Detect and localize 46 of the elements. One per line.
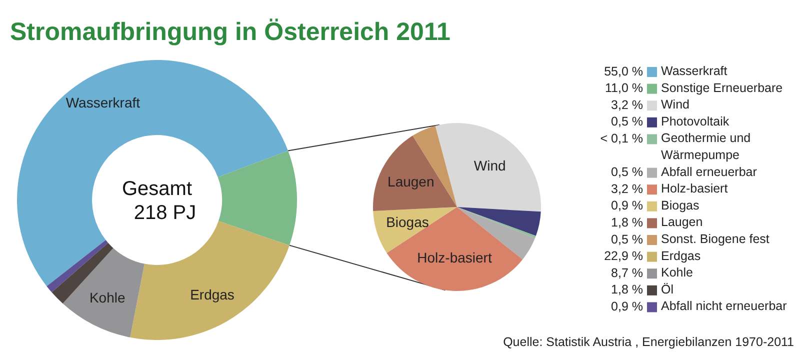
legend-label: Wind: [661, 98, 690, 112]
data-label: 0,9 %: [611, 299, 643, 314]
donut-slice: [46, 240, 108, 292]
donut-slice: [218, 150, 297, 246]
data-label: < 0,1 %: [600, 131, 643, 146]
legend-label: Wasserkraft: [661, 64, 728, 78]
data-label: 0,5 %: [611, 165, 643, 180]
data-label: 0,9 %: [611, 198, 643, 213]
legend-label: Holz-basiert: [661, 182, 728, 196]
data-label: 1,8 %: [611, 282, 643, 297]
legend-label: Abfall erneuerbar: [661, 165, 757, 180]
slice-label: Wind: [474, 157, 506, 174]
data-label: 0,5 %: [611, 114, 643, 129]
data-label: 0,5 %: [611, 232, 643, 246]
data-label: 11,0 %: [605, 81, 643, 96]
data-label: 8,7 %: [611, 266, 643, 280]
pie-slice: [386, 207, 523, 291]
donut-slice: [62, 248, 145, 338]
slice-label: Biogas: [386, 214, 429, 230]
legend-label: Sonst. Biogene fest: [661, 232, 770, 246]
legend-label: Biogas: [661, 198, 700, 213]
legend-label: Abfall nicht erneuerbar: [661, 299, 787, 314]
donut-slice: [130, 221, 290, 340]
text: Gesamt 218 PJ: [122, 178, 196, 224]
legend-label: Laugen: [661, 215, 703, 230]
legend-label: Öl: [661, 282, 674, 297]
slice-label: Holz-basiert: [417, 250, 492, 266]
slice-label: Erdgas: [190, 286, 234, 302]
data-label: 3,2 %: [611, 182, 643, 196]
legend-label: Erdgas: [661, 249, 701, 264]
legend-label: Photovoltaik: [661, 114, 730, 129]
slice-label: Kohle: [89, 289, 126, 306]
pie-slice: [373, 136, 457, 212]
data-label: 55,0 %: [604, 64, 643, 78]
legend-label: Kohle: [661, 266, 694, 280]
data-label: 3,2 %: [611, 98, 643, 112]
source-note: Quelle: Statistik Austria , Energiebilanzen 1970-2011: [503, 335, 794, 349]
legend-label: Sonstige Erneuerbare: [661, 81, 783, 96]
data-label: 22,9 %: [604, 249, 643, 264]
chart-title: Stromaufbringung in Österreich 2011: [10, 18, 450, 46]
data-label: 1,8 %: [611, 215, 643, 230]
pie-slice: [435, 123, 541, 212]
slice-label: Wasserkraft: [66, 94, 140, 110]
donut-slice: [17, 60, 288, 286]
legend-label: Geothermie und Wärmepumpe: [661, 131, 751, 162]
slice-label: Laugen: [388, 174, 434, 190]
